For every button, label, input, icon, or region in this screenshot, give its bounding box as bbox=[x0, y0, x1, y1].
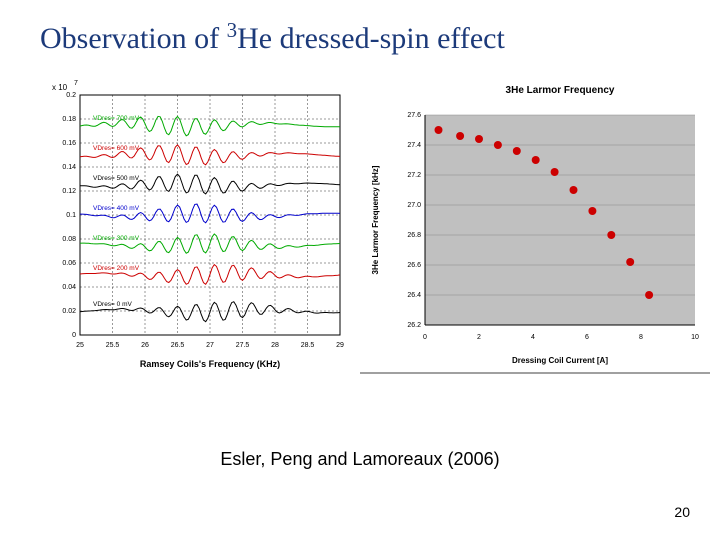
svg-text:27.2: 27.2 bbox=[407, 172, 421, 179]
svg-text:0.08: 0.08 bbox=[62, 236, 76, 243]
svg-text:VDres= 500 mV: VDres= 500 mV bbox=[93, 175, 140, 182]
svg-text:27.4: 27.4 bbox=[407, 142, 421, 149]
svg-text:29: 29 bbox=[336, 342, 344, 349]
svg-text:0.06: 0.06 bbox=[62, 260, 76, 267]
title-prefix: Observation of bbox=[40, 22, 227, 55]
svg-text:VDres= 300 mV: VDres= 300 mV bbox=[93, 235, 140, 242]
svg-text:0: 0 bbox=[423, 334, 427, 341]
right-chart: 3He Larmor Frequency 26.2 26.4 26.6 26.8 27.0… bbox=[360, 75, 710, 375]
svg-text:2: 2 bbox=[477, 334, 481, 341]
left-chart: x 10 7 25 25.5 26 26.5 27 27.5 28 28.5 29 0 0.02 0.04… bbox=[30, 75, 350, 375]
svg-text:x 10: x 10 bbox=[52, 83, 68, 92]
svg-text:VDres= 0 mV: VDres= 0 mV bbox=[93, 301, 132, 308]
svg-text:0.2: 0.2 bbox=[66, 92, 76, 99]
svg-text:27.0: 27.0 bbox=[407, 202, 421, 209]
svg-text:7: 7 bbox=[74, 80, 78, 87]
attribution: Esler, Peng and Lamoreaux (2006) bbox=[0, 449, 720, 470]
svg-text:VDres= 400 mV: VDres= 400 mV bbox=[93, 205, 140, 212]
svg-text:0.12: 0.12 bbox=[62, 188, 76, 195]
svg-text:0.14: 0.14 bbox=[62, 164, 76, 171]
svg-text:25.5: 25.5 bbox=[106, 342, 120, 349]
svg-text:3He Larmor Frequency [kHz]: 3He Larmor Frequency [kHz] bbox=[371, 165, 380, 274]
svg-text:VDres= 700 mV: VDres= 700 mV bbox=[93, 115, 140, 122]
svg-text:28: 28 bbox=[271, 342, 279, 349]
svg-text:VDres= 200 mV: VDres= 200 mV bbox=[93, 265, 140, 272]
svg-text:4: 4 bbox=[531, 334, 535, 341]
svg-text:Ramsey Coils's Frequency (KHz): Ramsey Coils's Frequency (KHz) bbox=[140, 359, 280, 369]
svg-text:26.2: 26.2 bbox=[407, 322, 421, 329]
svg-text:28.5: 28.5 bbox=[301, 342, 315, 349]
svg-text:27: 27 bbox=[206, 342, 214, 349]
svg-text:10: 10 bbox=[691, 334, 699, 341]
svg-text:26.8: 26.8 bbox=[407, 232, 421, 239]
svg-text:VDres= 600 mV: VDres= 600 mV bbox=[93, 145, 140, 152]
svg-text:26: 26 bbox=[141, 342, 149, 349]
svg-text:26.4: 26.4 bbox=[407, 292, 421, 299]
svg-text:8: 8 bbox=[639, 334, 643, 341]
svg-text:27.6: 27.6 bbox=[407, 112, 421, 119]
svg-text:6: 6 bbox=[585, 334, 589, 341]
svg-text:0.18: 0.18 bbox=[62, 116, 76, 123]
svg-text:26.5: 26.5 bbox=[171, 342, 185, 349]
svg-text:27.5: 27.5 bbox=[236, 342, 250, 349]
svg-text:0.1: 0.1 bbox=[66, 212, 76, 219]
svg-text:26.6: 26.6 bbox=[407, 262, 421, 269]
svg-text:Dressing Coil Current [A]: Dressing Coil Current [A] bbox=[512, 356, 608, 365]
svg-text:0.04: 0.04 bbox=[62, 284, 76, 291]
charts-row: x 1072525.52626.52727.52828.52900.020.04… bbox=[30, 75, 700, 395]
svg-text:0.02: 0.02 bbox=[62, 308, 76, 315]
title-superscript: 3 bbox=[227, 18, 238, 42]
svg-text:25: 25 bbox=[76, 342, 84, 349]
svg-text:0: 0 bbox=[72, 332, 76, 339]
page-number: 20 bbox=[674, 504, 690, 520]
right-chart-svg: 3He Larmor Frequency 26.2 26.4 26.6 26.8 27.0… bbox=[360, 75, 710, 375]
title-rest: He dressed-spin effect bbox=[237, 22, 505, 55]
svg-text:3He Larmor Frequency: 3He Larmor Frequency bbox=[506, 85, 615, 96]
svg-text:0.16: 0.16 bbox=[62, 140, 76, 147]
left-chart-svg: x 10 7 25 25.5 26 26.5 27 27.5 28 28.5 29 0 0.02 0.04… bbox=[30, 75, 350, 375]
slide-title: Observation of 3He dressed-spin effect bbox=[40, 18, 505, 56]
